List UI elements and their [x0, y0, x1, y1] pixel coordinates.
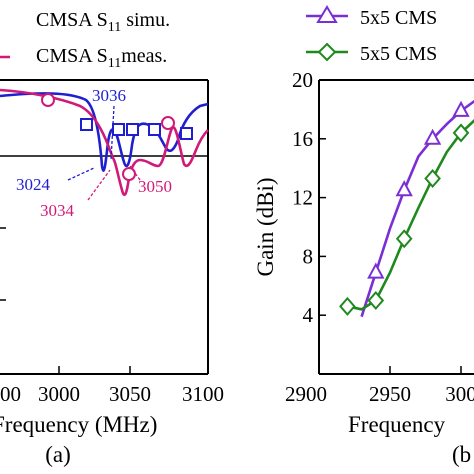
y-tick-label-b-4: 20 — [292, 68, 313, 92]
marker-square-2 — [112, 123, 125, 136]
series-marker-b-1-0 — [339, 296, 356, 316]
annotation-3050: 3050 — [138, 177, 172, 196]
x-tick-label-a-3: 3100 — [182, 382, 224, 406]
x-tick-label-a-0: 2900 — [0, 382, 21, 406]
series-marker-b-0-7 — [452, 100, 470, 117]
annotation-3034-arrow — [87, 169, 111, 201]
ticks-b — [318, 79, 462, 374]
plot-frame-b — [318, 79, 474, 375]
legend-a-label-2: CMSA S11meas. — [36, 45, 167, 71]
legend-b-label-2: 5x5 CMS — [360, 43, 437, 65]
panel-label-a: (a) — [45, 442, 71, 467]
marker-square-1 — [80, 118, 93, 131]
plot-frame-a — [0, 79, 209, 375]
legend-b-diamond-icon — [317, 42, 337, 62]
markers-s11-simu — [80, 118, 193, 140]
y-tick-label-b-2: 12 — [292, 186, 313, 210]
marker-square-4 — [148, 123, 161, 136]
annotation-3034: 3034 — [40, 201, 75, 220]
annotation-3024: 3024 — [16, 175, 51, 194]
marker-square-3 — [126, 123, 139, 136]
panel-a: CMSA S11 simu. CMSA S11meas. 2900 3000 3… — [0, 9, 224, 467]
annotation-3024-arrow — [67, 167, 95, 181]
series-marker-b-1-6 — [424, 168, 441, 189]
series-line-b-1 — [347, 119, 474, 311]
annotation-3036: 3036 — [92, 86, 126, 105]
x-tick-label-b-1: 2950 — [369, 382, 411, 406]
legend-a-label-1: CMSA S11 simu. — [36, 9, 170, 35]
marker-square-5 — [180, 127, 193, 140]
series-line-s11-simu — [0, 92, 209, 172]
x-tick-label-b-0: 2900 — [285, 382, 327, 406]
marker-circle-3 — [161, 116, 175, 130]
annotation-3036-arrow — [110, 105, 115, 161]
tick-labels-b: 4 8 12 16 20 2900 2950 300 — [285, 68, 474, 406]
series-marker-b-1-4 — [395, 229, 413, 249]
panel-label-b: (b — [452, 442, 471, 467]
x-tick-label-a-1: 3000 — [38, 382, 80, 406]
panel-b: 5x5 CMS 5x5 CMS 4 8 12 16 20 2900 2950 300 Gain… — [253, 5, 474, 467]
x-axis-label-b: Frequency — [348, 412, 446, 437]
legend-a: CMSA S11 simu. CMSA S11meas. — [0, 9, 170, 71]
marker-circle-1 — [41, 93, 55, 107]
legend-b-label-1: 5x5 CMS — [360, 7, 437, 29]
y-tick-label-b-3: 16 — [292, 127, 313, 151]
series-marker-b-1-8 — [452, 123, 470, 143]
series-marker-b-0-3 — [395, 180, 413, 197]
series-marker-b-1-2 — [367, 290, 385, 311]
legend-b-triangle-icon — [316, 5, 338, 23]
legend-b: 5x5 CMS 5x5 CMS — [306, 5, 437, 65]
x-tick-label-a-2: 3050 — [109, 382, 151, 406]
series-marker-b-0-1 — [367, 262, 385, 279]
x-axis-label-a: Frequency (MHz) — [0, 412, 157, 437]
x-tick-labels-a: 2900 3000 3050 3100 — [0, 382, 224, 406]
y-axis-label-b: Gain (dBi) — [253, 177, 278, 276]
y-tick-label-b-0: 4 — [303, 303, 314, 327]
x-tick-label-b-2: 300 — [445, 382, 474, 406]
series-b — [339, 99, 474, 318]
annotation-3050-arrow — [129, 165, 141, 181]
series-marker-b-0-5 — [423, 128, 442, 145]
y-tick-label-b-1: 8 — [303, 244, 314, 268]
annotations-a: 3036 3024 3034 3050 — [16, 86, 172, 220]
